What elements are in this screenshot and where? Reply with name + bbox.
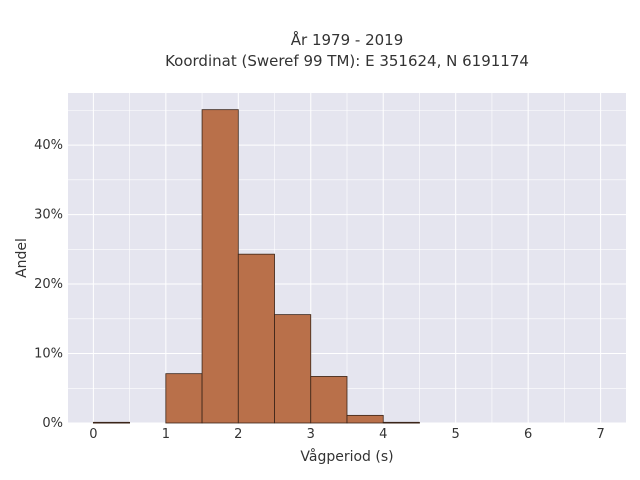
x-tick-label: 5 [452, 427, 460, 442]
x-axis-ticks: 0 1 2 3 4 5 6 7 [89, 427, 605, 442]
y-tick-label: 20% [34, 277, 63, 292]
x-tick-label: 3 [307, 427, 315, 442]
histogram-bar [237, 253, 275, 424]
x-tick-label: 2 [234, 427, 242, 442]
x-tick-label: 4 [379, 427, 387, 442]
x-tick-label: 6 [524, 427, 532, 442]
x-tick-label: 0 [89, 427, 97, 442]
y-tick-label: 30% [34, 208, 63, 223]
histogram-bar [310, 376, 348, 424]
histogram-bar [274, 314, 312, 424]
y-axis-label: Andel [14, 238, 30, 278]
histogram-bar [382, 421, 420, 424]
y-tick-label: 40% [34, 138, 63, 153]
histogram-bar [165, 373, 203, 424]
y-tick-label: 10% [34, 347, 63, 362]
chart-subtitle: Koordinat (Sweref 99 TM): E 351624, N 61… [165, 52, 529, 70]
histogram-bars [92, 109, 420, 424]
x-axis-label: Vågperiod (s) [300, 448, 393, 465]
y-tick-label: 0% [42, 416, 63, 431]
histogram-bar [346, 414, 384, 424]
grid-lines [68, 93, 626, 424]
histogram-bar [201, 109, 239, 424]
chart-title: År 1979 - 2019 [291, 30, 404, 49]
x-tick-label: 7 [596, 427, 604, 442]
y-axis-ticks: 0% 10% 20% 30% 40% [34, 138, 63, 431]
x-tick-label: 1 [162, 427, 170, 442]
histogram-bar [92, 421, 130, 424]
